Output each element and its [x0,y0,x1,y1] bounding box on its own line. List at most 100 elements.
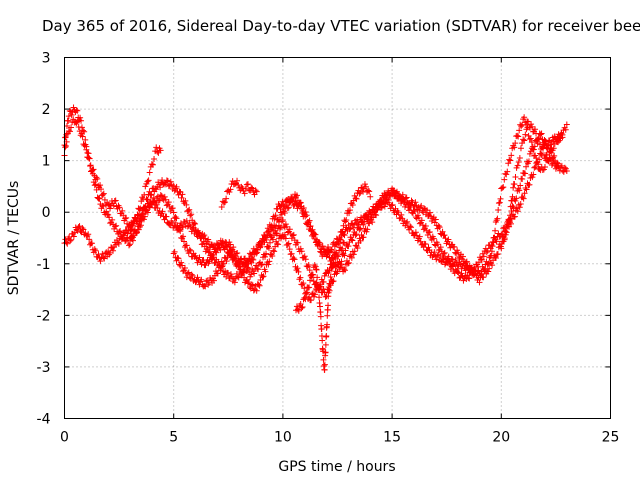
data-point [483,249,490,256]
data-point [75,224,82,231]
data-point [290,231,297,238]
data-point [205,236,212,243]
data-point [341,265,348,272]
data-point [115,240,122,247]
data-point [120,212,127,219]
data-point [315,239,322,246]
data-point [485,268,492,275]
data-point [445,257,452,264]
data-point [389,201,396,208]
data-point [266,239,273,246]
data-point [227,271,234,278]
data-point [401,199,408,206]
data-point [119,207,126,214]
data-point [122,215,129,222]
data-point [506,156,513,163]
data-point [322,349,329,356]
data-point [294,239,301,246]
data-point [163,177,170,184]
data-point [234,259,241,266]
data-point [112,223,119,230]
data-point [151,156,158,163]
data-point [246,250,253,257]
data-point [174,254,181,261]
data-point [249,282,256,289]
data-point [368,214,375,221]
data-point [223,258,230,265]
data-point [211,246,218,253]
data-point [227,241,234,248]
data-point [144,178,151,185]
data-point [343,217,350,224]
data-point [192,279,199,286]
data-point [234,177,241,184]
data-point [339,229,346,236]
data-point [220,199,227,206]
data-point [235,262,242,269]
data-point [154,148,161,155]
data-point [358,214,365,221]
data-point [431,249,438,256]
x-tick-label: 10 [274,430,292,446]
data-point [223,243,230,250]
data-point [335,253,342,260]
data-point [320,279,327,286]
data-point [141,204,148,211]
data-point [65,117,72,124]
data-point [188,211,195,218]
data-point [327,274,334,281]
data-point [531,143,538,150]
data-point [442,261,449,268]
data-point [300,280,307,287]
data-point [418,217,425,224]
data-point [557,164,564,171]
data-point [259,261,266,268]
data-point [104,211,111,218]
data-point [282,221,289,228]
data-point [107,205,114,212]
data-point [535,134,542,141]
data-point [475,263,482,270]
data-point [301,253,308,260]
data-point [500,184,507,191]
data-point [85,231,92,238]
data-point [240,269,247,276]
data-point [257,244,264,251]
data-point [516,187,523,194]
data-point [281,209,288,216]
data-point [244,181,251,188]
data-point [291,256,298,263]
data-point [147,192,154,199]
data-point [447,244,454,251]
data-point [142,203,149,210]
data-point [70,233,77,240]
data-point [184,270,191,277]
data-point [465,275,472,282]
data-point [522,170,529,177]
data-point [254,249,261,256]
data-point [521,114,528,121]
y-tick-label: -2 [37,308,51,324]
data-point [366,220,373,227]
data-point [508,208,515,215]
data-point [88,167,95,174]
data-point [377,201,384,208]
data-point [248,184,255,191]
data-point [452,256,459,263]
data-point [278,218,285,225]
data-point [297,245,304,252]
data-point [116,228,123,235]
data-point [514,162,521,169]
data-point [276,219,283,226]
data-point [352,232,359,239]
data-point [480,253,487,260]
data-point [137,216,144,223]
data-point [219,238,226,245]
data-point [495,206,502,213]
data-point [290,198,297,205]
data-point [175,255,182,262]
data-point [433,256,440,263]
data-point [315,285,322,292]
data-point [354,244,361,251]
data-point [87,162,94,169]
